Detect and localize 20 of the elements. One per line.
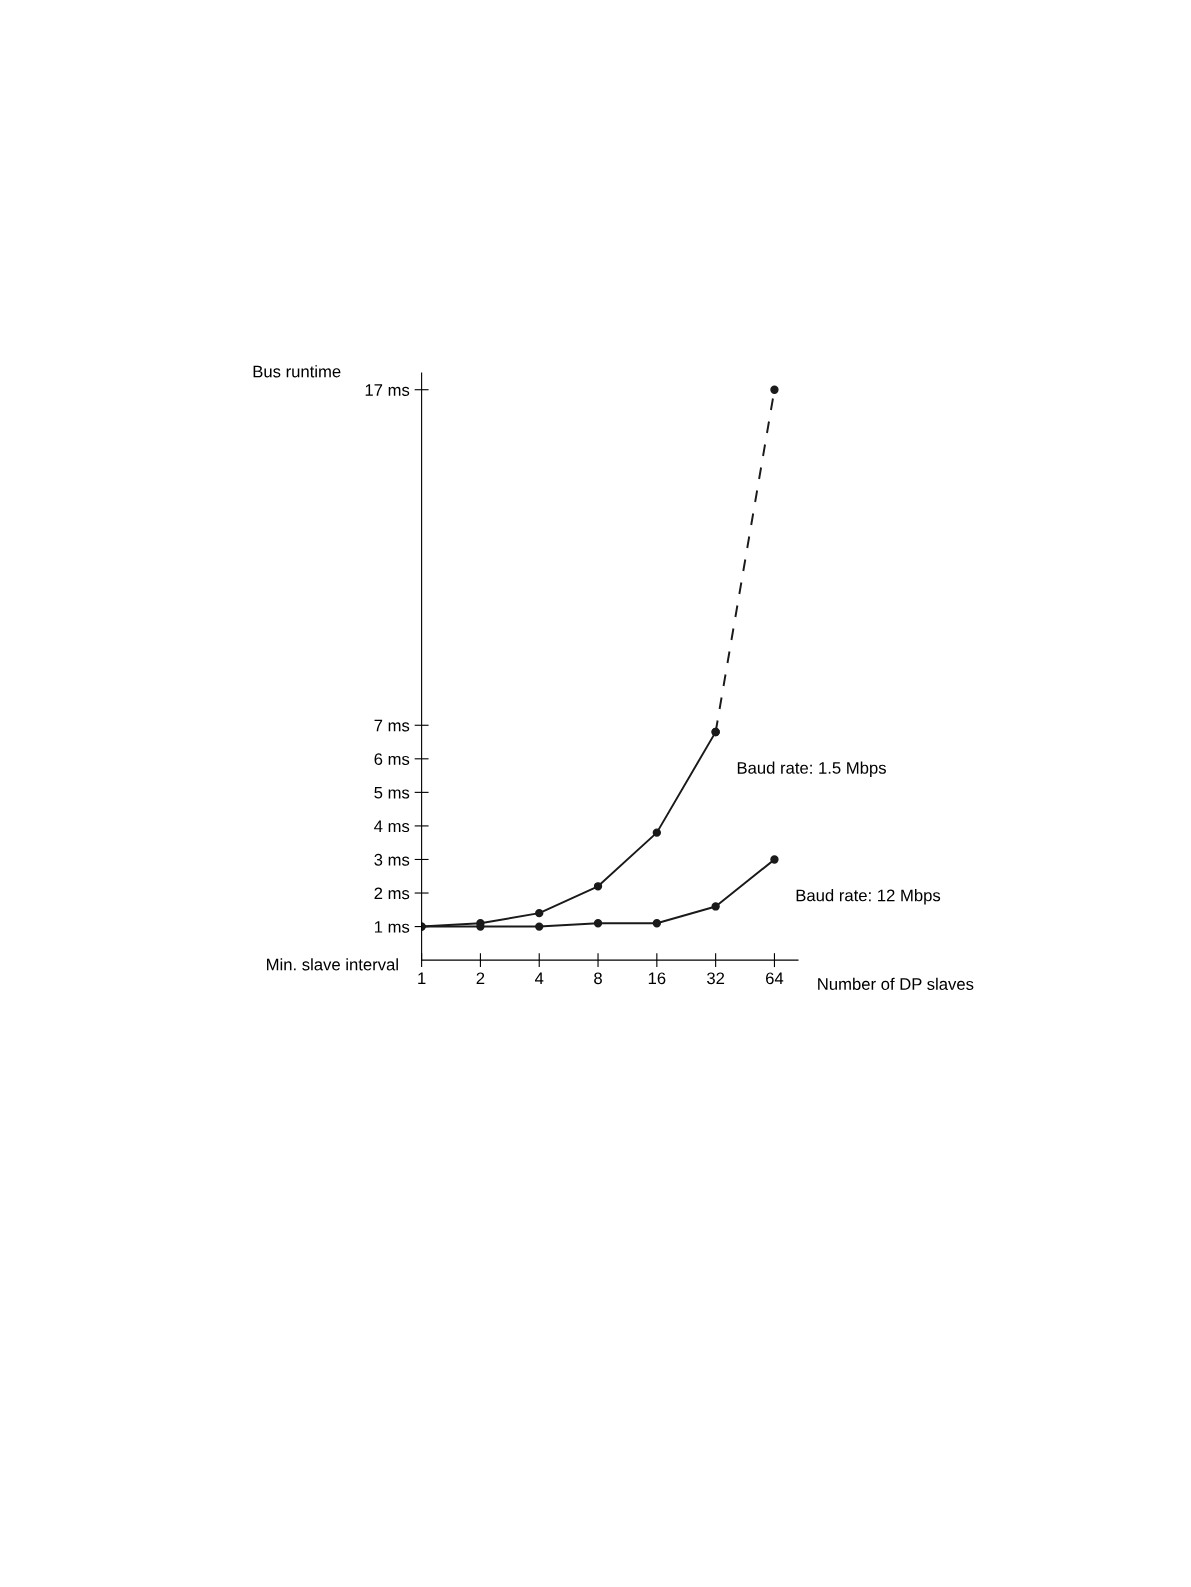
y-tick-label: 2 ms <box>374 887 410 900</box>
y-tick-label: 17 ms <box>365 384 410 396</box>
y-axis-title: Bus runtime <box>253 365 341 378</box>
text: Baud rate: 1.5 Mbps <box>737 761 886 778</box>
x-tick-label: 64 <box>766 972 784 985</box>
x-axis-title: Number of DP slaves <box>818 977 974 990</box>
text: Min. slave interval <box>267 958 398 971</box>
x-tick-label: 8 <box>594 972 602 985</box>
y-tick-label: 7 ms <box>374 719 410 732</box>
y-tick-label: 3 ms <box>374 853 410 866</box>
x-tick-label: 2 <box>476 972 485 985</box>
y-tick-label: 1 ms <box>374 921 410 933</box>
text: Baud rate: 12 Mbps <box>796 889 941 905</box>
x-tick-label: 1 <box>418 972 426 985</box>
x-tick-label: 4 <box>534 972 544 985</box>
y-tick-label: 5 ms <box>374 786 410 799</box>
x-tick-label: 32 <box>707 972 725 985</box>
y-tick-label: 6 ms <box>374 753 410 766</box>
y-tick-label: 4 ms <box>374 820 410 833</box>
x-tick-label: 16 <box>648 972 666 985</box>
